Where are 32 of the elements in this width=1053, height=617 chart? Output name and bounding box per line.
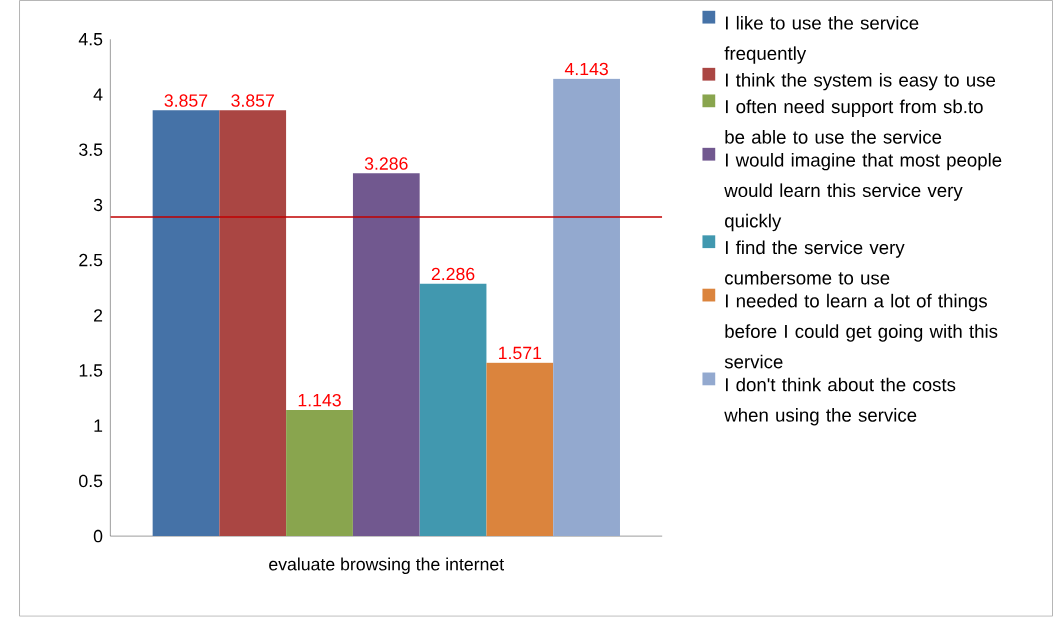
- legend-label: I often need support from sb.to be able to use the service: [725, 99, 983, 144]
- bar: [219, 110, 287, 537]
- y-tick-label: 1.5: [79, 364, 103, 377]
- legend-label: I don't think about the costs when using the service: [724, 377, 956, 426]
- y-tick-label: 3.5: [79, 143, 103, 157]
- y-tick-label: 1: [94, 419, 103, 432]
- legend-label: I find the service very cumbersome to use: [725, 240, 905, 285]
- bar: [152, 110, 220, 537]
- data-label: 2.286: [431, 267, 475, 281]
- data-label: 3.857: [164, 94, 208, 107]
- y-tick-label: 0: [93, 530, 103, 543]
- y-tick-label: 2.5: [79, 254, 103, 267]
- bar: [419, 283, 487, 537]
- data-label: 1.143: [298, 394, 341, 407]
- bar: [486, 362, 554, 537]
- bar: [352, 173, 420, 537]
- data-label: 1.571: [499, 347, 542, 360]
- legend-label: I think the system is easy to use: [725, 73, 996, 91]
- bar: [553, 78, 620, 537]
- x-tick-label: evaluate browsing the internet: [269, 557, 505, 575]
- y-tick-label: 0.5: [79, 474, 103, 488]
- legend-label: I would imagine that most people would learn this service very quickly: [724, 153, 1002, 232]
- data-label: 3.857: [231, 94, 274, 107]
- legend-label: I like to use the service frequently: [724, 16, 919, 64]
- y-tick-label: 4: [93, 88, 103, 101]
- bar: [286, 410, 353, 537]
- legend-label: I needed to learn a lot of things before I could get going with this service: [724, 293, 998, 369]
- data-label: 3.286: [364, 157, 408, 171]
- data-label: 4.143: [564, 62, 608, 76]
- y-tick-label: 3: [93, 198, 103, 212]
- y-tick-label: 2: [94, 309, 103, 322]
- y-tick-label: 4.5: [78, 33, 103, 46]
